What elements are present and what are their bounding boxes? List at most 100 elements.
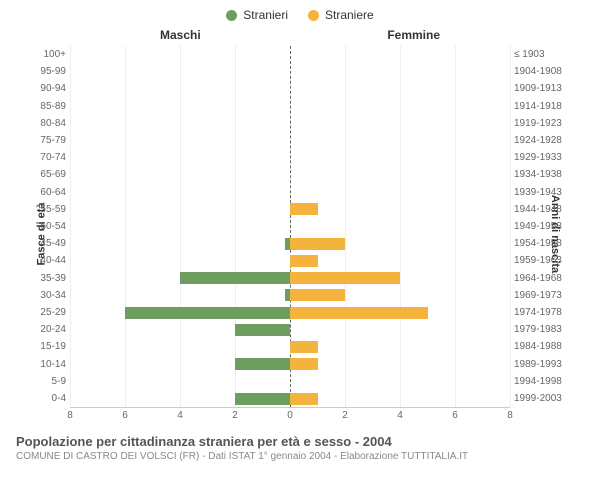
birth-year-label: 1969-1973 <box>514 290 576 301</box>
age-label: 65-69 <box>26 169 66 180</box>
column-header-female: Femmine <box>387 28 440 42</box>
birth-year-label: 1954-1958 <box>514 238 576 249</box>
age-label: 35-39 <box>26 273 66 284</box>
bar-female <box>290 358 318 370</box>
age-row: 100+≤ 1903 <box>70 46 510 63</box>
age-row: 95-991904-1908 <box>70 63 510 80</box>
age-row: 25-291974-1978 <box>70 304 510 321</box>
age-label: 95-99 <box>26 66 66 77</box>
age-label: 55-59 <box>26 204 66 215</box>
legend: Stranieri Straniere <box>0 0 600 22</box>
age-label: 70-74 <box>26 152 66 163</box>
birth-year-label: 1904-1908 <box>514 66 576 77</box>
legend-label-female: Straniere <box>325 8 374 22</box>
age-label: 100+ <box>26 49 66 60</box>
birth-year-label: 1919-1923 <box>514 118 576 129</box>
chart-subtitle: COMUNE DI CASTRO DEI VOLSCI (FR) - Dati … <box>0 449 600 464</box>
birth-year-label: 1964-1968 <box>514 273 576 284</box>
bar-female <box>290 393 318 405</box>
age-label: 10-14 <box>26 359 66 370</box>
bar-female <box>290 272 400 284</box>
age-label: 5-9 <box>26 376 66 387</box>
age-row: 90-941909-1913 <box>70 80 510 97</box>
x-tick: 6 <box>122 410 128 421</box>
chart: Maschi Femmine Fasce di età Anni di nasc… <box>20 28 580 428</box>
age-row: 35-391964-1968 <box>70 270 510 287</box>
bar-male <box>235 358 290 370</box>
age-row: 15-191984-1988 <box>70 338 510 355</box>
age-label: 25-29 <box>26 307 66 318</box>
birth-year-label: 1974-1978 <box>514 307 576 318</box>
bar-female <box>290 341 318 353</box>
age-row: 70-741929-1933 <box>70 149 510 166</box>
age-label: 20-24 <box>26 324 66 335</box>
x-tick: 6 <box>452 410 458 421</box>
age-row: 45-491954-1958 <box>70 235 510 252</box>
age-row: 65-691934-1938 <box>70 166 510 183</box>
birth-year-label: ≤ 1903 <box>514 49 576 60</box>
birth-year-label: 1994-1998 <box>514 376 576 387</box>
birth-year-label: 1984-1988 <box>514 341 576 352</box>
legend-item-female: Straniere <box>308 8 374 22</box>
bar-female <box>290 255 318 267</box>
age-label: 15-19 <box>26 341 66 352</box>
age-label: 85-89 <box>26 101 66 112</box>
birth-year-label: 1949-1953 <box>514 221 576 232</box>
age-label: 90-94 <box>26 83 66 94</box>
birth-year-label: 1924-1928 <box>514 135 576 146</box>
bar-male <box>235 393 290 405</box>
bar-male <box>180 272 290 284</box>
age-row: 30-341969-1973 <box>70 287 510 304</box>
age-row: 5-91994-1998 <box>70 373 510 390</box>
age-row: 50-541949-1953 <box>70 218 510 235</box>
birth-year-label: 1999-2003 <box>514 393 576 404</box>
age-row: 60-641939-1943 <box>70 184 510 201</box>
bar-female <box>290 307 428 319</box>
age-label: 60-64 <box>26 187 66 198</box>
bar-male <box>235 324 290 336</box>
x-tick: 4 <box>397 410 403 421</box>
bar-male <box>125 307 290 319</box>
legend-dot-female <box>308 10 319 21</box>
age-label: 80-84 <box>26 118 66 129</box>
age-row: 75-791924-1928 <box>70 132 510 149</box>
birth-year-label: 1959-1963 <box>514 255 576 266</box>
x-tick: 2 <box>232 410 238 421</box>
bar-female <box>290 238 345 250</box>
age-label: 0-4 <box>26 393 66 404</box>
age-row: 55-591944-1948 <box>70 201 510 218</box>
birth-year-label: 1909-1913 <box>514 83 576 94</box>
bar-female <box>290 289 345 301</box>
age-row: 0-41999-2003 <box>70 390 510 407</box>
age-row: 10-141989-1993 <box>70 356 510 373</box>
x-tick: 8 <box>67 410 73 421</box>
legend-dot-male <box>226 10 237 21</box>
legend-item-male: Stranieri <box>226 8 288 22</box>
column-header-male: Maschi <box>160 28 201 42</box>
chart-title: Popolazione per cittadinanza straniera p… <box>0 428 600 449</box>
birth-year-label: 1989-1993 <box>514 359 576 370</box>
age-row: 80-841919-1923 <box>70 115 510 132</box>
x-axis: 8 6 4 2 0 2 4 6 8 <box>70 410 510 424</box>
age-label: 75-79 <box>26 135 66 146</box>
age-label: 40-44 <box>26 255 66 266</box>
gridline <box>510 46 511 407</box>
legend-label-male: Stranieri <box>243 8 288 22</box>
x-tick: 4 <box>177 410 183 421</box>
x-tick: 8 <box>507 410 513 421</box>
age-row: 20-241979-1983 <box>70 321 510 338</box>
age-label: 30-34 <box>26 290 66 301</box>
birth-year-label: 1979-1983 <box>514 324 576 335</box>
birth-year-label: 1939-1943 <box>514 187 576 198</box>
age-label: 45-49 <box>26 238 66 249</box>
x-tick: 2 <box>342 410 348 421</box>
birth-year-label: 1944-1948 <box>514 204 576 215</box>
age-row: 40-441959-1963 <box>70 252 510 269</box>
birth-year-label: 1929-1933 <box>514 152 576 163</box>
birth-year-label: 1914-1918 <box>514 101 576 112</box>
plot-area: 100+≤ 190395-991904-190890-941909-191385… <box>70 46 510 408</box>
bar-female <box>290 203 318 215</box>
birth-year-label: 1934-1938 <box>514 169 576 180</box>
age-row: 85-891914-1918 <box>70 98 510 115</box>
x-tick: 0 <box>287 410 293 421</box>
